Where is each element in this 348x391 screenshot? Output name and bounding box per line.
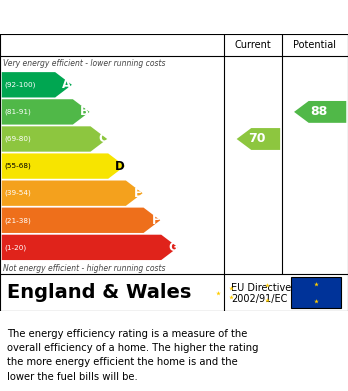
Text: (1-20): (1-20) <box>4 244 26 251</box>
Polygon shape <box>2 153 125 179</box>
Text: (21-38): (21-38) <box>4 217 31 224</box>
Text: 88: 88 <box>310 106 327 118</box>
Polygon shape <box>2 181 143 206</box>
Text: (81-91): (81-91) <box>4 109 31 115</box>
Text: F: F <box>151 214 159 227</box>
Polygon shape <box>2 235 178 260</box>
Polygon shape <box>2 99 89 125</box>
Text: 70: 70 <box>248 133 266 145</box>
Polygon shape <box>2 208 160 233</box>
Text: D: D <box>115 160 125 172</box>
Text: EU Directive: EU Directive <box>231 283 292 293</box>
Polygon shape <box>2 126 107 152</box>
Text: England & Wales: England & Wales <box>7 283 191 302</box>
Text: G: G <box>168 241 178 254</box>
Text: E: E <box>134 187 142 200</box>
FancyBboxPatch shape <box>291 277 341 308</box>
Text: A: A <box>62 78 72 91</box>
Text: Current: Current <box>235 40 271 50</box>
Text: Potential: Potential <box>293 40 337 50</box>
Polygon shape <box>294 101 346 123</box>
Text: Not energy efficient - higher running costs: Not energy efficient - higher running co… <box>3 264 166 273</box>
Text: C: C <box>98 133 107 145</box>
Text: (39-54): (39-54) <box>4 190 31 196</box>
Text: The energy efficiency rating is a measure of the
overall efficiency of a home. T: The energy efficiency rating is a measur… <box>7 328 259 382</box>
Text: 2002/91/EC: 2002/91/EC <box>231 294 288 304</box>
Text: (92-100): (92-100) <box>4 82 35 88</box>
Text: B: B <box>80 106 89 118</box>
Polygon shape <box>2 72 72 97</box>
Text: (69-80): (69-80) <box>4 136 31 142</box>
Text: (55-68): (55-68) <box>4 163 31 169</box>
Text: Very energy efficient - lower running costs: Very energy efficient - lower running co… <box>3 59 166 68</box>
Text: Energy Efficiency Rating: Energy Efficiency Rating <box>7 9 217 25</box>
Polygon shape <box>237 128 280 150</box>
